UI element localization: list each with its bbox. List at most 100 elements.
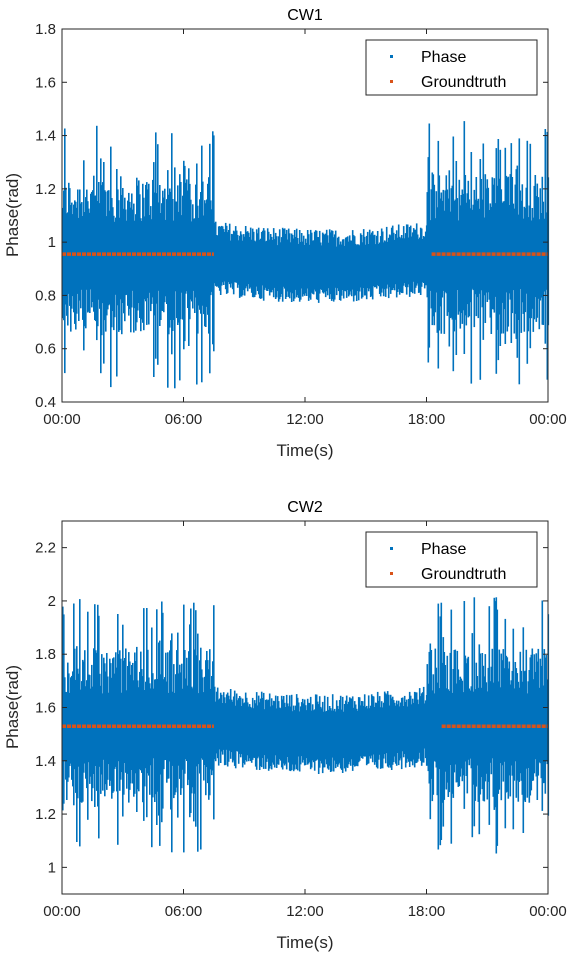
cw2-x-axis-label: Time(s) <box>277 933 334 952</box>
cw1-phase-point <box>382 242 385 297</box>
cw1-phase-point <box>360 234 363 299</box>
cw2-phase-point <box>239 697 242 758</box>
cw2-phase-point <box>78 673 80 767</box>
cw1-x-tick-label: 18:00 <box>408 411 446 428</box>
cw1-phase-point <box>102 182 104 304</box>
cw2-phase-point <box>405 699 408 763</box>
cw1-phase-point <box>539 188 542 301</box>
cw1-phase-point <box>311 240 314 294</box>
cw2-phase-point <box>433 693 436 761</box>
cw1-phase-point <box>525 187 528 294</box>
cw2-phase-point <box>471 633 474 838</box>
cw1-phase-point <box>391 225 394 290</box>
cw1-phase-point <box>347 241 350 297</box>
cw2-phase-point <box>276 696 279 765</box>
cw1-phase-point <box>472 204 475 291</box>
cw2-phase-point <box>243 702 246 765</box>
cw1-phase-point <box>143 197 145 331</box>
cw1-phase-point <box>415 223 418 286</box>
cw2-phase-point <box>70 677 72 764</box>
cw2-phase-point <box>534 671 537 760</box>
cw1-phase-point <box>248 237 251 289</box>
cw2-legend-groundtruth-label: Groundtruth <box>421 566 506 583</box>
cw1-phase-point <box>187 190 189 308</box>
cw1-phase-point <box>268 239 271 296</box>
cw2-phase-point <box>327 709 330 770</box>
cw2-phase-point <box>227 695 230 762</box>
cw1-phase-point <box>165 219 167 297</box>
cw2-phase-point <box>518 687 521 782</box>
cw2-phase-point <box>345 695 348 768</box>
cw2-phase-point <box>156 609 158 825</box>
cw2-phase-point <box>77 668 79 799</box>
cw1-phase-point <box>176 201 178 319</box>
cw2-phase-point <box>441 662 444 803</box>
cw1-phase-point <box>545 212 548 290</box>
cw2-phase-point <box>520 670 523 781</box>
cw2-phase-point <box>209 649 211 796</box>
cw2-phase-point <box>133 680 135 797</box>
cw1-phase-point <box>436 207 439 333</box>
cw1-phase-point <box>513 208 516 334</box>
cw2-phase-point <box>369 705 372 759</box>
cw1-phase-point <box>417 239 420 293</box>
cw1-phase-point <box>249 227 252 288</box>
cw1-phase-point <box>197 205 199 334</box>
cw2-phase-point <box>308 703 311 762</box>
chart-cw2: 00:00 06:00 12:00 18:00 00:00 1 1.2 1.4 1.6 1.8 2 2… <box>3 499 567 952</box>
cw1-phase-point <box>219 227 222 295</box>
cw1-phase-point <box>111 198 113 328</box>
cw1-phase-point <box>466 193 469 305</box>
cw2-phase-point <box>321 701 324 774</box>
cw1-phase-point <box>346 236 349 290</box>
cw2-phase-point <box>467 656 470 760</box>
cw1-phase-point <box>497 139 500 361</box>
cw1-phase-point <box>511 177 514 314</box>
cw2-phase-point <box>385 694 388 754</box>
cw1-phase-point <box>351 230 354 290</box>
cw1-phase-point <box>377 243 380 287</box>
cw1-phase-point <box>284 233 287 299</box>
cw1-phase-point <box>474 199 477 295</box>
cw2-phase-point <box>404 702 407 768</box>
cw1-phase-point <box>532 217 535 332</box>
cw2-phase-point <box>325 710 328 765</box>
cw2-phase-point <box>297 702 300 757</box>
cw2-phase-point <box>282 696 285 764</box>
cw2-phase-point <box>254 703 257 767</box>
cw1-phase-point <box>349 240 352 292</box>
cw2-phase-point <box>366 708 369 764</box>
cw1-phase-point <box>303 245 306 296</box>
cw2-phase-point <box>92 686 94 789</box>
cw2-phase-point <box>463 601 466 809</box>
cw2-phase-point <box>438 688 441 770</box>
cw2-phase-point <box>126 690 128 789</box>
cw2-phase-point <box>536 661 539 800</box>
cw2-phase-point <box>164 677 166 761</box>
cw2-phase-point <box>255 692 258 770</box>
cw2-phase-point <box>426 664 429 765</box>
cw1-legend-groundtruth-marker <box>390 80 393 83</box>
cw1-phase-point <box>168 194 170 335</box>
cw1-phase-point <box>245 231 248 287</box>
cw2-phase-point <box>434 648 437 762</box>
cw2-phase-point <box>206 651 208 767</box>
cw1-y-axis-label: Phase(rad) <box>3 173 22 257</box>
cw2-phase-point <box>349 698 352 766</box>
cw1-phase-point <box>443 210 446 334</box>
cw2-phase-point <box>360 701 363 758</box>
cw1-phase-point <box>358 245 361 292</box>
cw2-y-tick-label: 1.4 <box>35 753 56 770</box>
cw1-phase-point <box>132 209 134 291</box>
cw2-phase-point <box>241 698 244 768</box>
cw1-phase-point <box>368 229 371 289</box>
cw1-phase-point <box>201 145 203 383</box>
cw1-phase-point <box>223 232 226 282</box>
cw2-phase-point <box>89 675 91 784</box>
cw1-phase-point <box>414 229 417 288</box>
cw2-phase-point <box>489 681 492 763</box>
cw2-phase-point <box>339 695 342 769</box>
cw2-phase-point <box>191 686 193 794</box>
cw1-phase-point <box>457 220 460 315</box>
cw2-phase-point <box>303 699 306 766</box>
